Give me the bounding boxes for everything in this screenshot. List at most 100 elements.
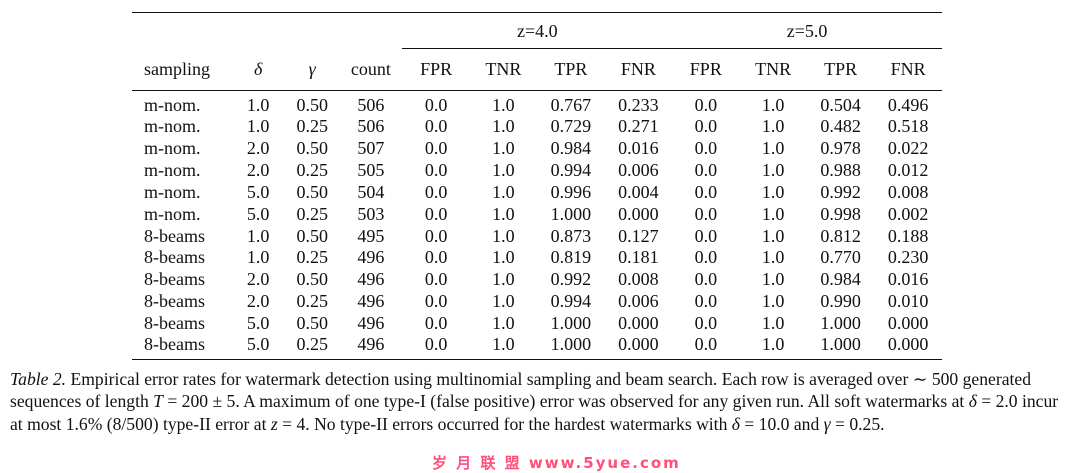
table-row: 8-beams 1.0 0.25 496 0.0 1.0 0.819 0.181 0.0 1.0 0… [132, 247, 942, 269]
cell-tnr-z5: 1.0 [761, 269, 785, 290]
cell-fnr-z4: 0.016 [618, 138, 659, 159]
cell-fpr-z4: 0.0 [424, 269, 448, 290]
cell-sampling: m-nom. [144, 181, 201, 202]
cell-sampling: 8-beams [144, 313, 205, 334]
cell-sampling: m-nom. [144, 95, 201, 115]
cell-tpr-z4: 0.767 [550, 95, 592, 115]
caption-math-T: T [153, 391, 163, 412]
cell-tpr-z5: 0.988 [820, 160, 861, 181]
table-row: m-nom. 2.0 0.50 507 0.0 1.0 0.984 0.016 0.0 1.0 0.… [132, 138, 942, 160]
group-header-z4: z=4.0 [402, 12, 673, 49]
cell-gamma: 0.50 [296, 138, 328, 159]
cell-fnr-z5: 0.002 [887, 203, 929, 224]
caption-text-4: = 4. No type-II errors occurred for the … [277, 413, 732, 434]
col-header-tnr-z5: TNR [755, 59, 792, 79]
cell-fpr-z4: 0.0 [424, 181, 448, 202]
cell-fpr-z5: 0.0 [694, 334, 718, 355]
cell-fnr-z5: 0.000 [887, 334, 929, 355]
cell-delta: 5.0 [246, 203, 270, 224]
cell-sampling: m-nom. [144, 116, 201, 137]
cell-fpr-z5: 0.0 [694, 225, 718, 246]
cell-tnr-z5: 1.0 [761, 181, 785, 202]
cell-tnr-z4: 1.0 [492, 247, 515, 268]
cell-tpr-z4: 0.873 [550, 225, 592, 246]
cell-fpr-z4: 0.0 [424, 334, 448, 355]
cell-tpr-z4: 0.729 [550, 116, 592, 137]
cell-tpr-z5: 0.770 [820, 247, 861, 268]
cell-gamma: 0.50 [296, 269, 328, 290]
cell-fpr-z5: 0.0 [694, 160, 718, 181]
cell-gamma: 0.25 [296, 160, 328, 181]
table-body: m-nom. 1.0 0.50 506 0.0 1.0 0.767 0.233 0.0 1.0 0.… [132, 91, 942, 360]
col-header-fpr-z5: FPR [689, 59, 722, 79]
col-header-fnr-z5: FNR [890, 59, 926, 79]
cell-count: 495 [357, 225, 385, 246]
cell-fnr-z5: 0.010 [887, 291, 929, 312]
cell-gamma: 0.50 [296, 95, 328, 115]
cell-delta: 5.0 [246, 334, 270, 355]
cell-fnr-z4: 0.000 [618, 203, 659, 224]
table-row: m-nom. 5.0 0.25 503 0.0 1.0 1.000 0.000 0.0 1.0 0.… [132, 203, 942, 225]
cell-fpr-z5: 0.0 [694, 313, 718, 334]
cell-tnr-z5: 1.0 [761, 203, 785, 224]
cell-fpr-z5: 0.0 [694, 181, 718, 202]
cell-fnr-z4: 0.008 [618, 269, 659, 290]
cell-tpr-z5: 0.504 [820, 95, 861, 115]
cell-delta: 1.0 [246, 225, 270, 246]
caption-text-2: = 200 ± 5. A maximum of one type-I (fals… [162, 391, 969, 412]
cell-tnr-z5: 1.0 [761, 247, 785, 268]
cell-tpr-z5: 0.992 [820, 181, 861, 202]
cell-fnr-z4: 0.006 [618, 291, 659, 312]
col-header-tnr-z4: TNR [485, 59, 522, 79]
cell-gamma: 0.25 [296, 203, 328, 224]
cell-tpr-z5: 0.482 [820, 116, 861, 137]
cell-delta: 1.0 [246, 116, 270, 137]
results-table: z=4.0 z=5.0 sampling δ γ count FPR TNR T… [132, 12, 942, 360]
caption-text-6: = 0.25. [830, 413, 885, 434]
table-caption: Table 2. Empirical error rates for water… [10, 368, 1072, 435]
cell-gamma: 0.25 [296, 247, 328, 268]
table-row: m-nom. 1.0 0.50 506 0.0 1.0 0.767 0.233 0.0 1.0 0.… [132, 91, 942, 117]
cell-tnr-z5: 1.0 [761, 116, 785, 137]
cell-gamma: 0.25 [296, 116, 328, 137]
cell-tnr-z5: 1.0 [761, 334, 785, 355]
cell-fnr-z5: 0.230 [887, 247, 929, 268]
cell-tnr-z4: 1.0 [492, 95, 515, 115]
caption-math-z: z [270, 413, 278, 434]
cell-tpr-z5: 0.984 [820, 269, 861, 290]
cell-delta: 2.0 [246, 160, 270, 181]
cell-fpr-z5: 0.0 [694, 138, 718, 159]
cell-delta: 2.0 [246, 291, 270, 312]
cell-fpr-z5: 0.0 [694, 116, 718, 137]
cell-sampling: 8-beams [144, 225, 205, 246]
cell-tnr-z5: 1.0 [761, 95, 785, 115]
cell-sampling: m-nom. [144, 160, 201, 181]
cell-fpr-z4: 0.0 [424, 313, 448, 334]
cell-fpr-z5: 0.0 [694, 95, 718, 115]
cell-tnr-z4: 1.0 [492, 138, 515, 159]
cell-tnr-z4: 1.0 [492, 203, 515, 224]
cell-tpr-z4: 1.000 [550, 334, 592, 355]
caption-text-5: = 10.0 and [739, 413, 824, 434]
cell-tpr-z4: 0.992 [550, 269, 592, 290]
cell-fnr-z4: 0.000 [618, 334, 659, 355]
table-row: 8-beams 5.0 0.50 496 0.0 1.0 1.000 0.000 0.0 1.0 1… [132, 313, 942, 335]
cell-tnr-z5: 1.0 [761, 138, 785, 159]
cell-count: 507 [357, 138, 385, 159]
site-watermark: 岁 月 联 盟 www.5yue.com [432, 454, 681, 472]
col-header-fnr-z4: FNR [620, 59, 656, 79]
cell-count: 496 [357, 334, 385, 355]
cell-tnr-z4: 1.0 [492, 291, 515, 312]
cell-delta: 2.0 [246, 269, 270, 290]
cell-fpr-z5: 0.0 [694, 203, 718, 224]
cell-tnr-z4: 1.0 [492, 181, 515, 202]
cell-delta: 1.0 [246, 95, 270, 115]
cell-fnr-z4: 0.181 [618, 247, 659, 268]
caption-text-1: Empirical error rates for watermark dete… [10, 369, 1032, 412]
cell-count: 496 [357, 291, 385, 312]
cell-count: 506 [357, 95, 385, 115]
table-row: 8-beams 2.0 0.50 496 0.0 1.0 0.992 0.008 0.0 1.0 0… [132, 269, 942, 291]
table-row: 8-beams 2.0 0.25 496 0.0 1.0 0.994 0.006 0.0 1.0 0… [132, 291, 942, 313]
cell-count: 506 [357, 116, 385, 137]
cell-tpr-z5: 0.978 [820, 138, 861, 159]
